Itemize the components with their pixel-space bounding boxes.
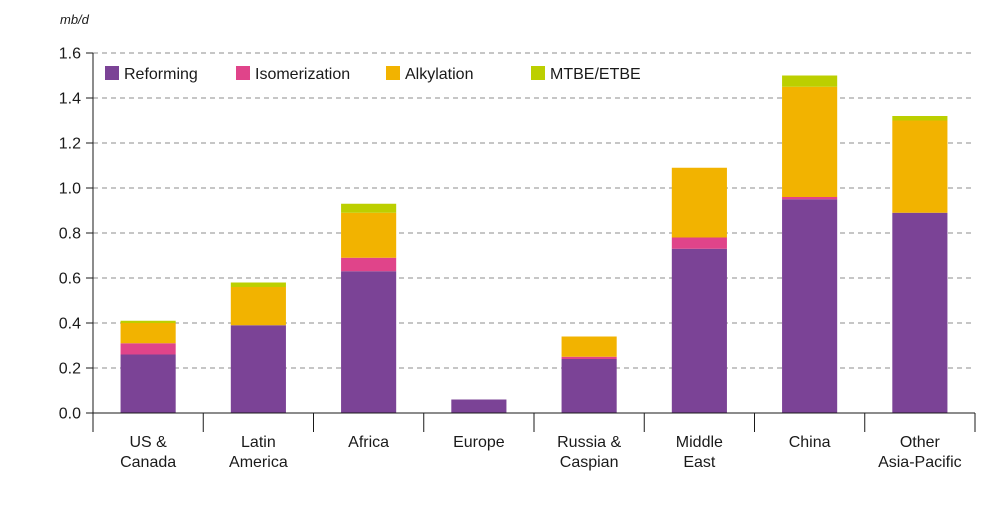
bar-segment-reforming xyxy=(782,199,838,413)
x-category-label: Europe xyxy=(453,434,505,451)
y-tick-label: 1.0 xyxy=(59,181,81,198)
y-axis-unit-label: mb/d xyxy=(60,12,90,27)
y-tick-label: 1.2 xyxy=(59,136,81,153)
bar-segment-reforming xyxy=(561,359,617,413)
x-category-label: Caspian xyxy=(560,454,619,471)
bar-segment-alkylation xyxy=(230,287,286,326)
bar-segment-isomerization xyxy=(671,237,727,249)
bar-segment-isomerization xyxy=(782,197,838,200)
bar-segment-alkylation xyxy=(341,212,397,258)
bar-segment-mtbe-etbe xyxy=(782,75,838,87)
y-tick-label: 0.4 xyxy=(59,316,81,333)
gridlines xyxy=(93,52,975,369)
bar-segment-alkylation xyxy=(671,167,727,238)
bar-segment-alkylation xyxy=(561,336,617,357)
bar-segment-reforming xyxy=(341,271,397,413)
x-category-label: America xyxy=(229,454,288,471)
x-category-label: US & xyxy=(129,434,167,451)
bar-segment-alkylation xyxy=(782,86,838,197)
legend: Reforming Isomerization Alkylation MTBE/ETB… xyxy=(105,66,641,83)
x-category-label: Other xyxy=(900,434,941,451)
bar-segment-mtbe-etbe xyxy=(341,203,397,213)
bar-segment-mtbe-etbe xyxy=(120,320,176,323)
legend-swatch xyxy=(236,66,250,80)
legend-label: MTBE/ETBE xyxy=(550,66,641,83)
x-category-label: Russia & xyxy=(557,434,621,451)
bar-segment-isomerization xyxy=(120,343,176,355)
y-tick-label: 0.8 xyxy=(59,226,81,243)
legend-label: Reforming xyxy=(124,66,198,83)
bar-segment-isomerization xyxy=(561,356,617,359)
bar-segment-mtbe-etbe xyxy=(230,282,286,287)
x-category-label: Latin xyxy=(241,434,276,451)
x-category-label: Canada xyxy=(120,454,176,471)
y-tick-label: 1.6 xyxy=(59,46,81,63)
x-category-label: Middle xyxy=(676,434,723,451)
x-category-label: China xyxy=(789,434,831,451)
legend-swatch xyxy=(386,66,400,80)
bar-segment-reforming xyxy=(451,399,507,413)
bar-segment-reforming xyxy=(230,325,286,413)
bar-segment-alkylation xyxy=(120,323,176,344)
bar-segment-alkylation xyxy=(892,120,948,213)
legend-label: Alkylation xyxy=(405,66,473,83)
y-tick-label: 0.2 xyxy=(59,361,81,378)
legend-swatch xyxy=(531,66,545,80)
bar-segment-reforming xyxy=(120,354,176,413)
bar-segment-reforming xyxy=(892,212,948,413)
x-category-label: Asia-Pacific xyxy=(878,454,962,471)
legend-label: Isomerization xyxy=(255,66,350,83)
y-tick-label: 1.4 xyxy=(59,91,81,108)
x-category-label: Africa xyxy=(348,434,389,451)
y-tick-label: 0.6 xyxy=(59,271,81,288)
bars xyxy=(120,75,948,413)
bar-segment-mtbe-etbe xyxy=(892,116,948,121)
bar-segment-isomerization xyxy=(341,257,397,272)
axes: 0.0 0.2 0.4 0.6 0.8 1.0 1.2 1.4 1.6 US & Canada Lat… xyxy=(59,46,976,471)
x-category-label: East xyxy=(683,454,716,471)
legend-swatch xyxy=(105,66,119,80)
y-tick-label: 0.0 xyxy=(59,406,81,423)
bar-segment-reforming xyxy=(671,248,727,413)
